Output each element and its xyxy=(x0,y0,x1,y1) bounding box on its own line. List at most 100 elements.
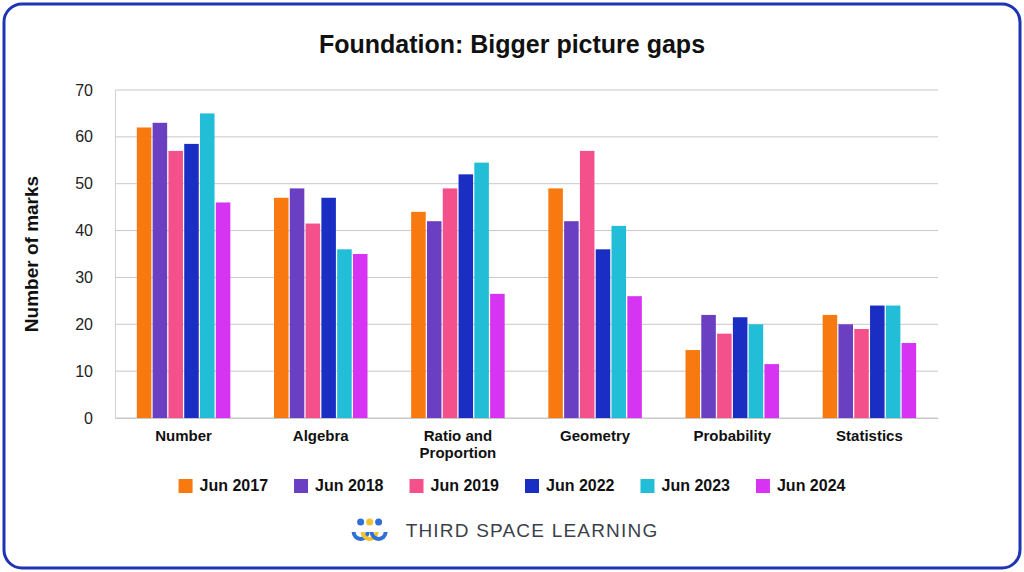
bar xyxy=(290,188,305,418)
bar xyxy=(612,226,627,418)
y-tick: 60 xyxy=(75,128,115,145)
x-tick: Algebra xyxy=(293,418,350,444)
y-axis-title: Number of marks xyxy=(21,176,42,332)
series-bars xyxy=(137,127,837,418)
bar xyxy=(627,296,642,418)
bar xyxy=(686,350,701,418)
logo-arc xyxy=(370,532,388,541)
y-tick-label: 70 xyxy=(75,82,93,99)
legend-label: Jun 2018 xyxy=(315,477,384,494)
y-tick-label: 10 xyxy=(75,363,93,380)
bar xyxy=(564,221,579,418)
logo-dot xyxy=(375,519,382,526)
y-tick: 50 xyxy=(75,175,115,192)
grid-line xyxy=(115,230,938,231)
x-tick-label: Probability xyxy=(693,427,771,444)
x-tick: Statistics xyxy=(836,418,903,444)
bar xyxy=(337,249,352,418)
legend-item: Jun 2017 xyxy=(179,477,269,494)
legend-swatch xyxy=(640,479,654,493)
bar xyxy=(153,123,168,418)
x-tick-label-line: Proportion xyxy=(420,444,497,461)
legend-label: Jun 2023 xyxy=(661,477,730,494)
y-tick-label: 30 xyxy=(75,269,93,286)
x-axis: Number Algebra Ratio andProportion Geometry… xyxy=(116,418,939,461)
logo-dot xyxy=(357,519,364,526)
footer-text: THIRD SPACE LEARNING xyxy=(406,520,659,541)
y-tick: 30 xyxy=(75,269,115,286)
x-axis-line xyxy=(116,418,939,419)
bar xyxy=(749,324,764,418)
bar xyxy=(411,212,426,418)
frame xyxy=(4,4,1020,568)
y-tick: 20 xyxy=(75,316,115,333)
legend-label: Jun 2022 xyxy=(546,477,615,494)
legend-swatch xyxy=(410,479,424,493)
bar xyxy=(548,188,563,418)
legend-label: Jun 2017 xyxy=(200,477,269,494)
legend-item: Jun 2023 xyxy=(640,477,730,494)
bar xyxy=(580,151,595,418)
bar xyxy=(443,188,458,418)
bar xyxy=(321,198,336,418)
grid-line xyxy=(115,277,938,278)
grid-line xyxy=(115,371,938,372)
bar xyxy=(474,163,489,418)
legend-label: Jun 2019 xyxy=(431,477,500,494)
y-axis-line xyxy=(115,91,116,419)
legend-item: Jun 2018 xyxy=(294,477,384,494)
title: Foundation: Bigger picture gaps xyxy=(319,30,705,58)
bar xyxy=(838,324,853,418)
bar xyxy=(902,343,917,418)
y-tick: 40 xyxy=(75,222,115,239)
bar xyxy=(184,144,199,418)
bar xyxy=(306,224,321,418)
legend-item: Jun 2019 xyxy=(410,477,500,494)
grid-line xyxy=(115,136,938,137)
bar xyxy=(137,127,152,418)
x-tick: Number xyxy=(155,418,212,444)
series-bars xyxy=(153,123,853,418)
bar xyxy=(717,334,732,418)
legend-label: Jun 2024 xyxy=(777,477,846,494)
grid-line xyxy=(115,90,938,91)
y-tick-label: 50 xyxy=(75,175,93,192)
grid-line xyxy=(115,324,938,325)
bar xyxy=(596,249,611,418)
bar xyxy=(274,198,289,418)
legend: Jun 2017 Jun 2018 Jun 2019 Jun 2022 Jun 2023… xyxy=(179,477,846,494)
y-tick-label: 0 xyxy=(84,410,93,427)
x-tick-label: Number xyxy=(155,427,212,444)
legend-swatch xyxy=(525,479,539,493)
y-tick-label: 40 xyxy=(75,222,93,239)
bar xyxy=(353,254,368,418)
grid xyxy=(115,90,938,418)
bar xyxy=(886,306,901,418)
x-tick-label: Ratio andProportion xyxy=(420,427,497,461)
x-tick-label: Algebra xyxy=(293,427,350,444)
legend-swatch xyxy=(756,479,770,493)
grid-line xyxy=(115,183,938,184)
y-tick: 10 xyxy=(75,363,115,380)
bars xyxy=(137,113,916,418)
bar xyxy=(854,329,869,418)
chart-svg: Foundation: Bigger picture gaps 0 10 20 30 40… xyxy=(0,0,1024,572)
logo xyxy=(352,519,388,542)
x-tick: Probability xyxy=(693,418,771,444)
x-tick: Ratio andProportion xyxy=(420,418,497,461)
x-tick: Geometry xyxy=(560,418,631,444)
bar xyxy=(427,221,442,418)
bar xyxy=(459,174,474,418)
bar xyxy=(216,202,231,418)
bar xyxy=(701,315,716,418)
logo-dot xyxy=(366,519,373,526)
y-tick-label: 60 xyxy=(75,128,93,145)
grid-line xyxy=(115,418,938,419)
legend-swatch xyxy=(179,479,193,493)
series-bars xyxy=(184,144,884,418)
bar xyxy=(823,315,838,418)
legend-swatch xyxy=(294,479,308,493)
y-axis: 0 10 20 30 40 50 60 70 xyxy=(75,82,115,427)
bar xyxy=(168,151,183,418)
legend-item: Jun 2024 xyxy=(756,477,846,494)
